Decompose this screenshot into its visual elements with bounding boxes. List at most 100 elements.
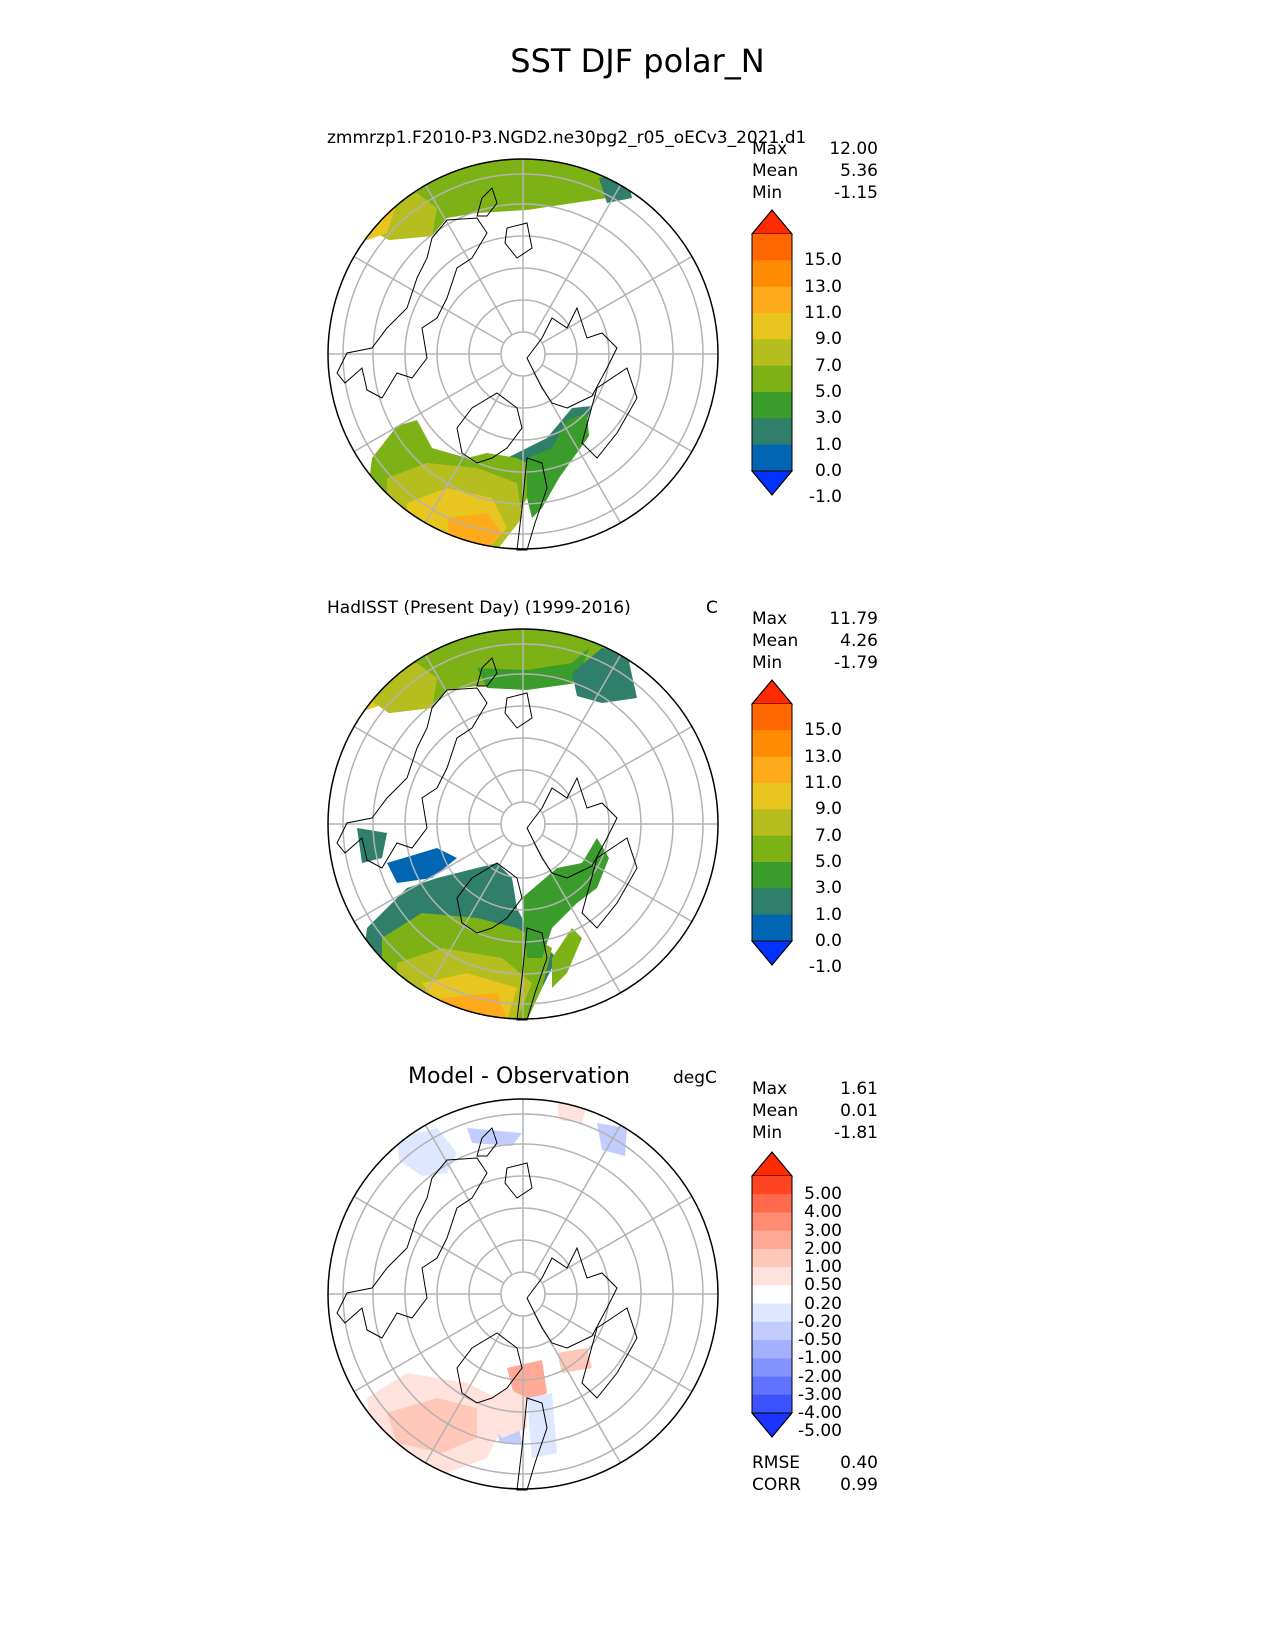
coastline <box>581 1307 638 1399</box>
colorbar-sst-reference-labels: 15.0 13.0 11.0 9.0 7.0 5.0 3.0 1.0 0.0 -1.0 <box>790 680 842 977</box>
colorbar-segment <box>752 1394 792 1414</box>
colorbar-segment <box>752 1194 792 1213</box>
meridian-line <box>353 834 505 923</box>
colorbar-outline <box>751 679 793 966</box>
meridian-line <box>533 1124 622 1276</box>
colorbar-segment <box>752 914 792 942</box>
colorbar-outline <box>751 209 793 496</box>
meridian-line <box>424 842 513 994</box>
meridian-line <box>541 255 693 344</box>
coastline <box>456 862 523 934</box>
polar-map-test <box>327 158 719 551</box>
colorbar-segment <box>752 1230 792 1250</box>
colorbar-segment <box>752 313 792 340</box>
colorbar-segment <box>752 704 792 731</box>
colorbar-extend-max <box>750 209 794 235</box>
panel-test-stats: Max 12.00 Mean 5.36 Min -1.15 <box>752 138 878 204</box>
latitude-circle <box>500 331 546 377</box>
colorbar-segment <box>752 756 792 784</box>
colorbar-segment <box>752 730 792 758</box>
colorbar-tick-label: -2.00 <box>798 1366 842 1387</box>
stat-value: -1.81 <box>834 1123 878 1143</box>
colorbar-segment <box>752 365 792 393</box>
polar-map-difference <box>327 1098 719 1491</box>
colorbar-tick-label: 13.0 <box>804 746 842 767</box>
colorbar-tick-label: 3.0 <box>814 408 842 429</box>
colorbar-tick-label: 15.0 <box>804 720 842 741</box>
panel-difference-title: Model - Observation <box>408 1064 630 1089</box>
map-boundary <box>327 628 719 1020</box>
colorbar-segment <box>752 1267 792 1286</box>
colorbar-segment <box>752 1212 792 1232</box>
colorbar-tick-label: 0.50 <box>804 1275 842 1296</box>
coastline <box>516 927 548 1021</box>
colorbar-tick-label: -1.00 <box>798 1348 842 1369</box>
colorbar-segment <box>752 1176 792 1195</box>
colorbar-segment <box>752 888 792 916</box>
panel-difference-unit: degC <box>673 1068 717 1088</box>
colorbar-segment <box>752 260 792 288</box>
panel-test-title: zmmrzp1.F2010-P3.NGD2.ne30pg2_r05_oECv3_… <box>327 128 807 148</box>
stat-label: Max <box>752 139 788 159</box>
map-boundary <box>327 1098 719 1490</box>
colorbar-tick-label: 0.20 <box>804 1293 842 1314</box>
coastline <box>456 1332 523 1404</box>
stat-value: -1.15 <box>834 183 878 203</box>
colorbar-tick-label: -1.0 <box>808 957 842 978</box>
colorbar-segment <box>752 783 792 810</box>
colorbar-tick-label: 1.0 <box>814 904 842 925</box>
coastline <box>504 222 533 259</box>
polar-map-reference <box>327 628 719 1021</box>
colorbar-segment <box>752 1358 792 1378</box>
stat-label: Mean <box>752 631 799 651</box>
stat-value: 1.61 <box>840 1079 878 1099</box>
colorbar-segment <box>752 1321 792 1341</box>
coastlines <box>336 657 638 1021</box>
colorbar-extend-min <box>750 470 794 496</box>
metric-value: 0.99 <box>840 1475 878 1495</box>
colorbar-outline <box>751 1151 793 1438</box>
colorbar-tick-label: 7.0 <box>814 825 842 846</box>
coastline <box>336 1157 488 1339</box>
meridian-line <box>541 1195 693 1284</box>
coastline <box>476 187 498 217</box>
colorbar-extend-max <box>750 679 794 705</box>
colorbar-segment <box>752 286 792 314</box>
colorbar-sst-test-labels: 15.0 13.0 11.0 9.0 7.0 5.0 3.0 1.0 0.0 -1.0 <box>790 210 842 507</box>
stat-value: 12.00 <box>829 139 878 159</box>
colorbar-tick-label: 7.0 <box>814 355 842 376</box>
stat-value: 4.26 <box>840 631 878 651</box>
colorbar-sst-reference <box>750 679 794 966</box>
stat-label: Max <box>752 1079 788 1099</box>
colorbar-segment <box>752 809 792 837</box>
panel-difference-stats: Max 1.61 Mean 0.01 Min -1.81 <box>752 1078 878 1144</box>
stat-label: Min <box>752 183 783 203</box>
colorbar-segment <box>752 1303 792 1323</box>
coastline <box>504 692 533 729</box>
stat-value: 5.36 <box>840 161 878 181</box>
figure-title: SST DJF polar_N <box>510 42 765 80</box>
coastline <box>476 1127 498 1157</box>
colorbar-tick-label: 11.0 <box>804 773 842 793</box>
colorbar-tick-label: -4.00 <box>798 1403 842 1423</box>
coastline <box>476 657 498 687</box>
colorbar-segment <box>752 418 792 446</box>
colorbar-tick-label: 9.0 <box>814 799 842 820</box>
meridian-line <box>533 184 622 336</box>
colorbar-tick-label: 11.0 <box>804 303 842 323</box>
meridian-line <box>353 1195 505 1284</box>
colorbar-diff-labels: 5.00 4.00 3.00 2.00 1.00 0.50 0.20 -0.20 -0.50 -1… <box>790 1152 842 1441</box>
panel-reference-title: HadISST (Present Day) (1999-2016) <box>327 598 631 618</box>
colorbar-tick-label: 1.0 <box>814 434 842 455</box>
coastline <box>336 687 488 869</box>
panel-reference-unit: C <box>706 598 718 618</box>
meridian-line <box>424 1312 513 1464</box>
colorbar-tick-label: -0.20 <box>798 1311 842 1332</box>
meridian-line <box>424 372 513 524</box>
colorbar-segment <box>752 444 792 472</box>
colorbar-segment <box>752 392 792 419</box>
panel-reference-stats: Max 11.79 Mean 4.26 Min -1.79 <box>752 608 878 674</box>
colorbar-tick-label: 0.0 <box>814 461 842 481</box>
coastlines <box>336 1127 638 1491</box>
colorbar-tick-label: 0.0 <box>814 931 842 951</box>
